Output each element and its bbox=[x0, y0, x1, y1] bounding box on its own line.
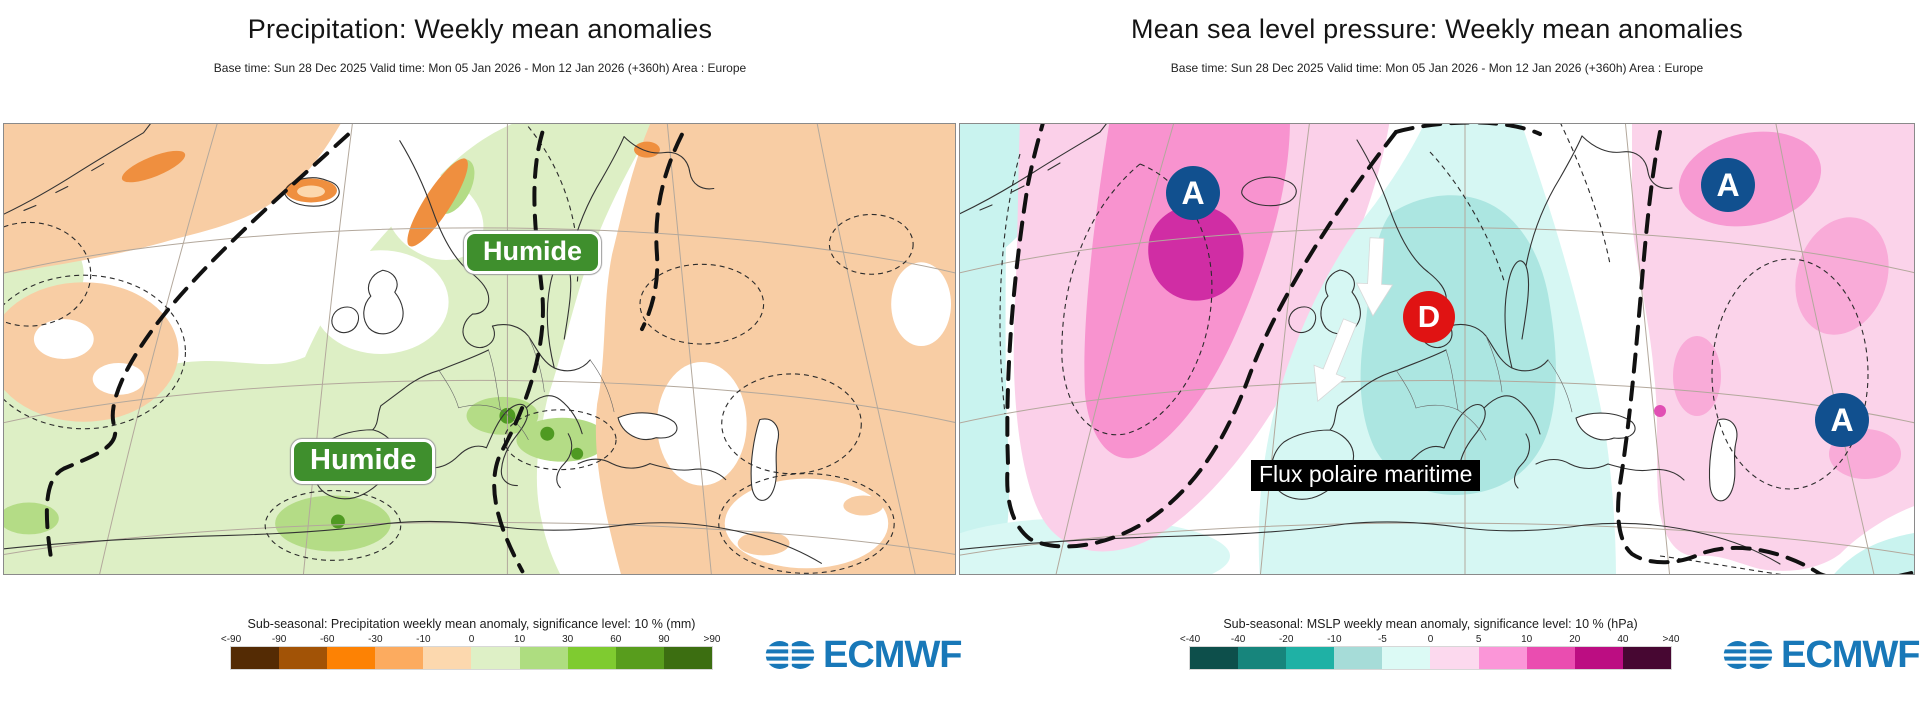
colorbar-cell bbox=[1574, 647, 1623, 669]
colorbar-tick: 10 bbox=[1521, 634, 1533, 645]
colorbar-tick: -5 bbox=[1377, 634, 1387, 645]
mslp-colorbar bbox=[1189, 646, 1672, 670]
mslp-map-graphic bbox=[960, 124, 1914, 574]
colorbar-tick: 0 bbox=[1427, 634, 1434, 645]
colorbar-cell bbox=[1526, 647, 1575, 669]
colorbar-cell bbox=[1622, 647, 1671, 669]
colorbar-cell bbox=[1334, 647, 1383, 669]
colorbar-tick: 10 bbox=[514, 634, 526, 645]
colorbar-cell bbox=[423, 647, 472, 669]
ecmwf-logo-icon bbox=[762, 641, 818, 669]
colorbar-tick: 5 bbox=[1475, 634, 1482, 645]
ecmwf-logo-left: ECMWF bbox=[762, 633, 963, 677]
humide-annotation-1: Humide bbox=[464, 231, 602, 275]
marker-letter: A bbox=[1716, 166, 1740, 203]
precipitation-map: Humide Humide bbox=[3, 123, 956, 575]
marker-letter: A bbox=[1181, 174, 1205, 211]
colorbar-cell bbox=[519, 647, 568, 669]
colorbar-tick: -10 bbox=[1327, 634, 1342, 645]
colorbar-tick: <-40 bbox=[1179, 634, 1201, 645]
colorbar-cell bbox=[615, 647, 664, 669]
mslp-legend-ticks: <-40 -40 -20 -10 -5 0 5 10 20 40 >40 bbox=[1180, 634, 1680, 646]
anticyclone-marker-southeast: A bbox=[1815, 393, 1869, 447]
ecmwf-logo-right: ECMWF bbox=[1720, 633, 1920, 677]
colorbar-tick: >40 bbox=[1662, 634, 1680, 645]
colorbar-cell bbox=[1430, 647, 1479, 669]
colorbar-tick: 30 bbox=[562, 634, 574, 645]
flux-polaire-annotation-text: Flux polaire maritime bbox=[1259, 461, 1473, 487]
ecmwf-logo-text: ECMWF bbox=[1781, 633, 1920, 676]
colorbar-cell bbox=[1238, 647, 1287, 669]
flux-polaire-annotation: Flux polaire maritime bbox=[1251, 460, 1481, 491]
colorbar-tick: 90 bbox=[658, 634, 670, 645]
colorbar-tick: 0 bbox=[468, 634, 475, 645]
colorbar-tick: -90 bbox=[271, 634, 287, 645]
precipitation-map-graphic bbox=[4, 124, 955, 574]
marker-letter: D bbox=[1417, 299, 1441, 334]
colorbar-tick: -40 bbox=[1230, 634, 1246, 645]
colorbar-tick: >90 bbox=[703, 634, 721, 645]
mslp-legend-title: Sub-seasonal: MSLP weekly mean anomaly, … bbox=[1223, 617, 1638, 631]
colorbar-cell bbox=[1286, 647, 1335, 669]
colorbar-cell bbox=[567, 647, 616, 669]
right-panel-title: Mean sea level pressure: Weekly mean ano… bbox=[1131, 14, 1743, 44]
colorbar-cell bbox=[375, 647, 424, 669]
colorbar-cell bbox=[279, 647, 328, 669]
colorbar-tick: <-90 bbox=[220, 634, 242, 645]
colorbar-cell bbox=[1478, 647, 1527, 669]
left-panel-subtitle: Base time: Sun 28 Dec 2025 Valid time: M… bbox=[213, 61, 747, 75]
colorbar-tick: -20 bbox=[1278, 634, 1294, 645]
colorbar-cell bbox=[1382, 647, 1431, 669]
humide-annotation-2-text: Humide bbox=[310, 444, 417, 476]
colorbar-tick: 60 bbox=[610, 634, 622, 645]
depression-marker-europe: D bbox=[1403, 291, 1455, 343]
precipitation-legend-title: Sub-seasonal: Precipitation weekly mean … bbox=[247, 617, 696, 631]
ecmwf-logo-text: ECMWF bbox=[823, 633, 963, 676]
colorbar-tick: -30 bbox=[368, 634, 383, 645]
left-panel-title: Precipitation: Weekly mean anomalies bbox=[247, 14, 713, 44]
right-panel-subtitle: Base time: Sun 28 Dec 2025 Valid time: M… bbox=[1170, 61, 1704, 75]
anticyclone-marker-greenland: A bbox=[1166, 166, 1220, 220]
precipitation-legend-ticks: <-90 -90 -60 -30 -10 0 10 30 60 90 >90 bbox=[221, 634, 721, 646]
mslp-map: A A A D Flux polaire maritime bbox=[959, 123, 1915, 575]
humide-annotation-2: Humide bbox=[291, 439, 436, 485]
ecmwf-logo-icon bbox=[1720, 641, 1776, 669]
colorbar-tick: 40 bbox=[1617, 634, 1629, 645]
colorbar-cell bbox=[327, 647, 376, 669]
colorbar-cell bbox=[1190, 647, 1239, 669]
anticyclone-marker-northeast: A bbox=[1701, 158, 1755, 212]
colorbar-tick: 20 bbox=[1569, 634, 1581, 645]
marker-letter: A bbox=[1830, 401, 1854, 438]
colorbar-tick: -60 bbox=[319, 634, 335, 645]
colorbar-cell bbox=[231, 647, 280, 669]
colorbar-tick: -10 bbox=[416, 634, 431, 645]
colorbar-cell bbox=[471, 647, 520, 669]
humide-annotation-1-text: Humide bbox=[483, 236, 583, 266]
colorbar-cell bbox=[663, 647, 712, 669]
precipitation-colorbar bbox=[230, 646, 713, 670]
